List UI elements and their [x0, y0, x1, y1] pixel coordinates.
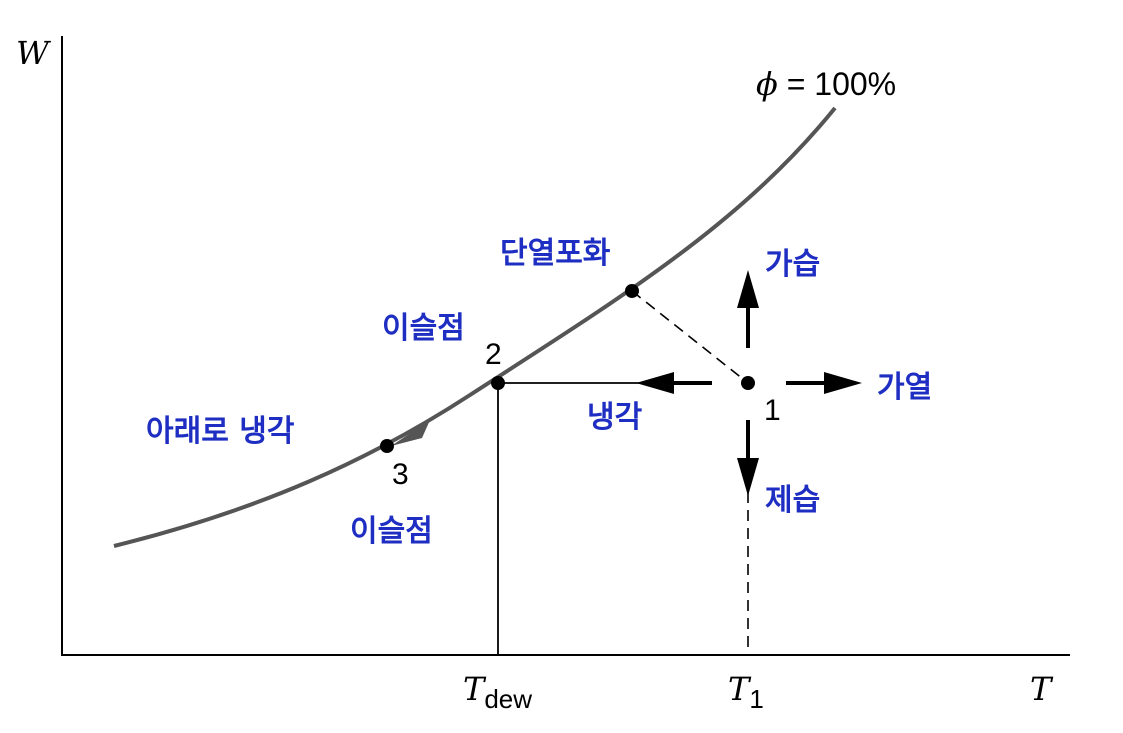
- dew-point-label-lower: 이슬점: [350, 514, 433, 549]
- cooling-below-arrowhead: [391, 420, 430, 446]
- humidify-arrowhead: [737, 270, 759, 308]
- t-1-label: T1: [728, 670, 764, 714]
- point-1-label: 1: [764, 394, 781, 427]
- point-2-label: 2: [485, 338, 502, 371]
- adiabatic-saturation-label: 단열포화: [500, 236, 611, 271]
- cooling-arrowhead: [636, 372, 674, 394]
- cooling-label: 냉각: [587, 400, 643, 435]
- point-2: [491, 376, 505, 390]
- adiabatic-saturation-line: [631, 290, 749, 384]
- dehumidify-label: 제습: [765, 483, 820, 518]
- dew-point-label-upper: 이슬점: [382, 311, 465, 346]
- heating-arrowhead: [824, 372, 862, 394]
- point-3: [380, 439, 394, 453]
- point-1: [741, 376, 755, 390]
- y-axis-label: W: [16, 34, 52, 72]
- curve-label: ϕ = 100%: [756, 65, 896, 103]
- humidify-label: 가습: [765, 247, 820, 282]
- point-3-label: 3: [392, 458, 409, 491]
- saturation-curve: [113, 106, 837, 548]
- t-dew-label: Tdew: [463, 670, 532, 714]
- cooling-below-label: 아래로 냉각: [146, 414, 295, 449]
- point-adiabatic-saturation: [625, 284, 639, 298]
- dehumidify-arrowhead: [737, 458, 759, 496]
- heating-label: 가열: [877, 370, 932, 405]
- x-axis-label: T: [1030, 670, 1054, 708]
